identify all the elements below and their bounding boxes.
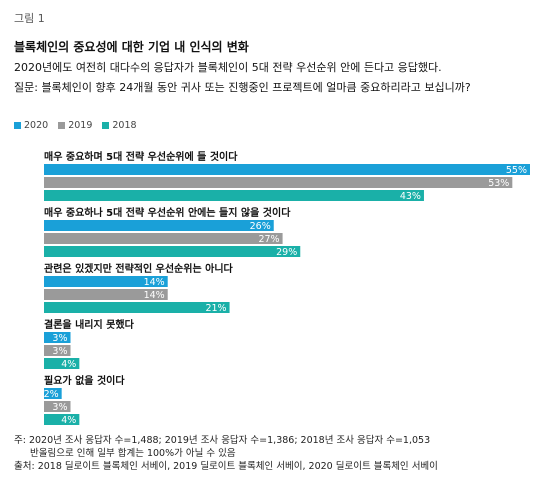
category-label: 관련은 있겠지만 전략적인 우선순위는 아니다 <box>44 262 234 275</box>
bar-2020 <box>44 220 274 231</box>
survey-question: 질문: 블록체인이 향후 24개월 동안 귀사 또는 진행중인 프로젝트에 얼마… <box>14 81 471 94</box>
legend-swatch-2018 <box>102 122 110 129</box>
bar-2018 <box>44 414 80 425</box>
bar-value-label: 29% <box>276 247 297 258</box>
legend-label-2018: 2018 <box>112 120 137 131</box>
bar-2019 <box>44 345 71 356</box>
bar-value-label: 21% <box>205 303 226 314</box>
legend-item-2020: 2020 <box>14 120 48 131</box>
bar-2019 <box>44 289 168 300</box>
bar-value-label: 53% <box>488 178 509 189</box>
bar-value-label: 26% <box>250 221 271 232</box>
legend-item-2018: 2018 <box>102 120 137 131</box>
category-label: 매우 중요하며 5대 전략 우선순위에 들 것이다 <box>44 150 238 163</box>
bar-2018 <box>44 246 301 257</box>
bar-chart: 매우 중요하며 5대 전략 우선순위에 들 것이다 55% 53% 43% 매우 중요하… <box>44 150 530 426</box>
bar-value-label: 3% <box>52 333 67 344</box>
bar-value-label: 3% <box>52 402 67 413</box>
legend-swatch-2020 <box>14 122 21 129</box>
bar-2019 <box>44 401 71 412</box>
bar-value-label: 4% <box>61 415 76 426</box>
bar-value-label: 14% <box>144 290 165 301</box>
bar-value-label: 3% <box>52 346 67 357</box>
bar-2020 <box>44 276 168 287</box>
legend: 2020 2019 2018 <box>14 120 137 131</box>
bar-2019 <box>44 233 283 244</box>
legend-swatch-2019 <box>58 122 66 129</box>
bar-2019 <box>44 177 513 188</box>
bar-value-label: 4% <box>61 359 76 370</box>
bar-value-label: 43% <box>400 191 421 202</box>
bar-2018 <box>44 302 230 313</box>
footnote-source: 출처: 2018 딜로이트 블록체인 서베이, 2019 딜로이트 블록체인 서… <box>14 461 438 472</box>
legend-item-2019: 2019 <box>58 120 92 131</box>
footnote-rounding: 반올림으로 인해 일부 합계는 100%가 아닐 수 있음 <box>30 448 236 459</box>
bar-2020 <box>44 388 62 399</box>
bar-2018 <box>44 358 80 369</box>
legend-label-2020: 2020 <box>24 120 49 131</box>
bar-2020 <box>44 164 530 175</box>
category-label: 매우 중요하나 5대 전략 우선순위 안에는 들지 않을 것이다 <box>44 206 291 219</box>
figure-label: 그림 1 <box>14 12 45 25</box>
bar-value-label: 14% <box>144 277 165 288</box>
chart-subtitle: 2020년에도 여전히 대다수의 응답자가 블록체인이 5대 전략 우선순위 안… <box>14 61 442 74</box>
bar-value-label: 55% <box>506 165 527 176</box>
footnote-respondents: 주: 2020년 조사 응답자 수=1,488; 2019년 조사 응답자 수=… <box>14 435 431 446</box>
bar-value-label: 2% <box>44 389 59 400</box>
category-label: 필요가 없을 것이다 <box>44 374 125 387</box>
footnote: 주: 2020년 조사 응답자 수=1,488; 2019년 조사 응답자 수=… <box>14 434 438 473</box>
bar-2018 <box>44 190 424 201</box>
category-label: 결론을 내리지 못했다 <box>44 318 135 331</box>
legend-label-2019: 2019 <box>68 120 93 131</box>
bar-2020 <box>44 332 71 343</box>
chart-title: 블록체인의 중요성에 대한 기업 내 인식의 변화 <box>14 40 249 54</box>
bar-value-label: 27% <box>258 234 279 245</box>
